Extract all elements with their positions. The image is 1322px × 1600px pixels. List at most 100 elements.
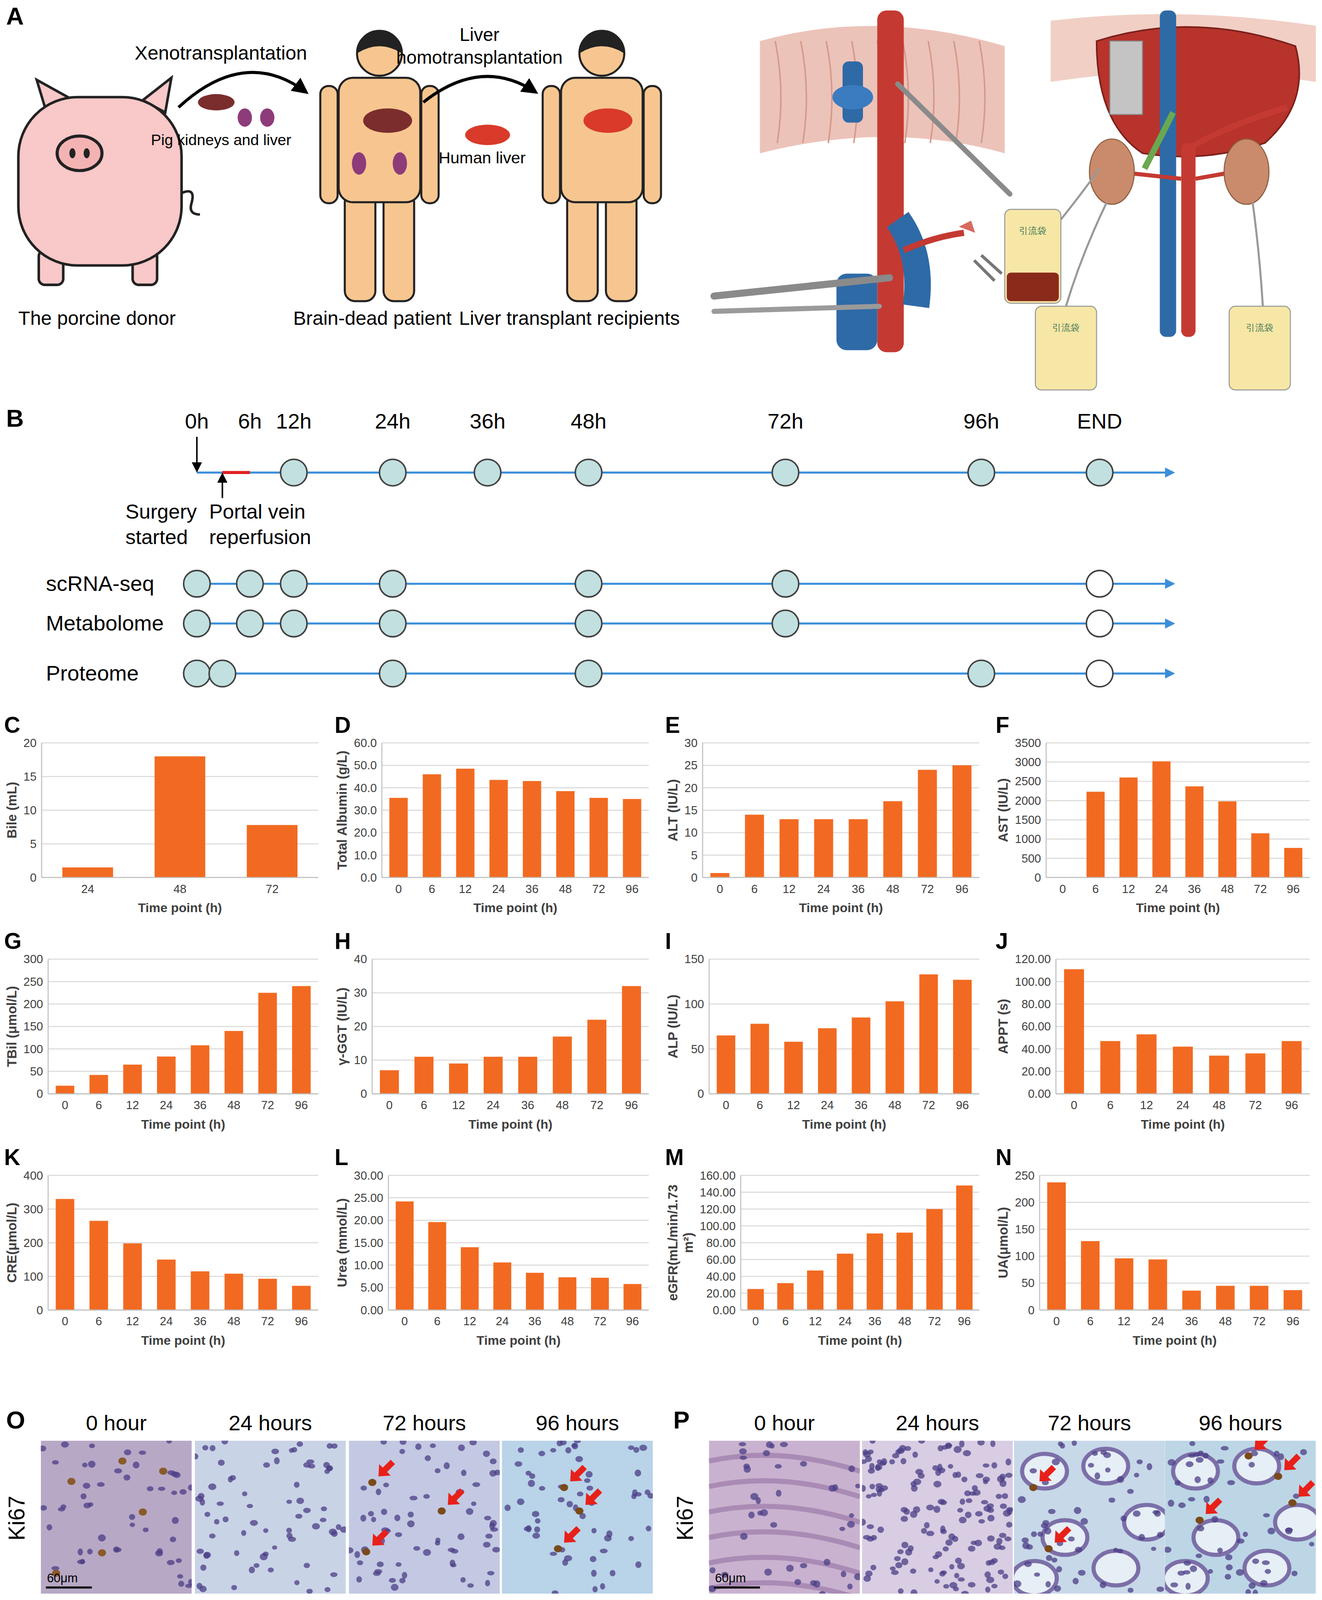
nucleus [371,1516,377,1523]
nucleus [944,1442,952,1449]
nucleus [644,1489,651,1495]
nucleus [926,1504,935,1511]
x-tick-label: 6 [95,1314,102,1328]
nucleus [1202,1452,1209,1459]
nucleus [987,1514,995,1522]
y-tick-label: 0 [1034,871,1041,884]
y-tick-label: 30.0 [353,803,377,817]
y-tick-label: 10 [353,1053,368,1067]
timepoint-circle [183,570,211,597]
nucleus [1245,1589,1252,1594]
grid-line [388,1264,649,1266]
grid-line [702,832,979,833]
y-axis-line [1045,742,1047,878]
text: Brain-dead patient [292,307,452,329]
nucleus [287,1536,297,1542]
bar [1245,1053,1266,1094]
micrograph [40,1440,192,1594]
nucleus [877,1526,884,1533]
grid-line [1046,742,1310,744]
text: 96 hours [535,1410,620,1435]
bars [747,1185,973,1311]
nucleus [1207,1477,1214,1484]
x-axis-title: Time point (h) [476,1333,561,1348]
bar [1185,786,1204,878]
text: END [1076,408,1122,434]
bar [750,1023,770,1094]
nucleus [253,1563,260,1568]
nucleus [863,1575,871,1582]
nucleus [517,1447,524,1453]
nucleus [1300,1448,1307,1456]
nucleus [394,1514,401,1522]
nucleus [909,1568,917,1574]
bar [1283,1290,1303,1311]
y-tick-label: 25.00 [353,1191,384,1205]
nucleus [635,1561,642,1569]
nucleus [457,1533,465,1540]
text: 24 hours [895,1410,979,1435]
nucleus [770,1522,778,1528]
nucleus [360,1485,367,1491]
nucleus [96,1482,105,1487]
y-tick-label: 3500 [1014,736,1041,750]
nucleus [840,1570,847,1578]
y-tick-label: 120.00 [699,1202,736,1216]
muscle-fiber [953,40,960,143]
bar [389,797,408,878]
grid-line [702,877,979,878]
nucleus [1261,1560,1271,1565]
bar [621,985,641,1094]
bars [710,765,972,878]
bar [1100,1040,1121,1094]
x-tick-label: 12 [452,1098,466,1112]
bar [460,1247,479,1311]
kidney [1224,139,1270,205]
positive-nucleus [554,1544,563,1553]
vena-cava [897,219,918,307]
nucleus [1187,1497,1196,1502]
bar-chart-panel: K0100200300400CRE(μmol/L)06122436487296T… [4,1144,319,1348]
nucleus [870,1564,877,1571]
nucleus [985,1559,992,1566]
nucleus [169,1536,177,1543]
event-arrow [196,436,198,471]
red-arrow [1049,1522,1075,1549]
bar [1249,1285,1269,1310]
nucleus [262,1528,268,1533]
text-line: Total Albumin (g/L) [334,750,350,870]
nucleus [794,1579,802,1585]
bar [552,1036,572,1094]
y-tick-label: 250 [23,975,44,989]
pig-liver-icon [197,94,235,111]
y-tick-label: 2500 [1014,774,1041,788]
aorta [1181,142,1196,337]
grid-line [41,877,318,878]
nucleus [556,1440,564,1447]
y-tick-label: 1000 [1014,832,1041,846]
timepoint-circle [280,610,308,637]
nucleus [928,1567,934,1572]
nucleus [231,1584,238,1590]
x-tick-label: 0 [1053,1314,1060,1328]
bar [926,1209,943,1311]
clamp [714,306,880,312]
bar [379,1069,399,1094]
pig-kidney-icon [237,108,252,127]
nucleus [200,1564,207,1571]
nucleus [1273,1450,1280,1457]
grid-line [1046,780,1310,782]
x-tick-label: 0 [386,1098,393,1112]
x-tick-label: 12 [1117,1314,1131,1328]
nucleus [429,1443,436,1449]
muscle-fiber [979,40,985,143]
drainage-bag [1229,306,1291,390]
nucleus [1170,1582,1179,1588]
nucleus [999,1473,1006,1481]
x-tick-label: 96 [294,1098,308,1112]
y-tick-label: 0.00 [1028,1087,1051,1100]
x-tick-label: 6 [428,882,435,896]
nucleus [175,1558,182,1563]
y-tick-label: 3000 [1014,755,1041,769]
text: I [665,928,672,954]
